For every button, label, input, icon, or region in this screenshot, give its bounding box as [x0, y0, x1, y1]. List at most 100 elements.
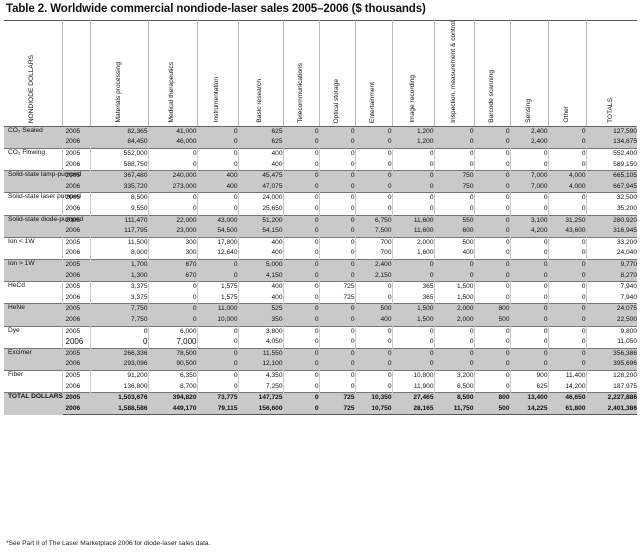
value-cell: 0: [510, 248, 549, 260]
total-cell: 127,590: [586, 125, 637, 138]
value-cell: 0: [392, 204, 435, 216]
value-cell: 0: [548, 248, 587, 260]
table-row: CO₂ Flowing 2005 552,000 0 0 400 0 0 0 0 0 0 0 0 552,4…: [4, 148, 637, 171]
value-cell: 0: [283, 281, 320, 293]
value-cell: 0: [510, 204, 549, 216]
year-cell: 2006: [62, 381, 91, 393]
value-cell: 0: [283, 236, 320, 249]
column-header: Image recording: [392, 20, 435, 127]
value-cell: 670: [148, 270, 198, 282]
value-cell: 0: [434, 325, 475, 338]
value-cell: 400: [238, 292, 284, 304]
value-cell: 0: [283, 369, 320, 382]
value-cell: 0: [548, 125, 587, 138]
value-cell: 0: [510, 159, 549, 171]
value-cell: 0: [197, 259, 239, 271]
value-cell: 625: [510, 381, 549, 393]
value-cell: 0: [319, 181, 356, 193]
value-cell: 82,365: [90, 125, 149, 138]
value-cell: 0: [510, 292, 549, 304]
value-cell: 0: [148, 292, 198, 304]
table-row: 2006 335,720 273,000 400 47,075 0 0 0 0 750 0 7,000…: [4, 181, 637, 193]
value-cell: 0: [283, 337, 320, 349]
value-cell: 6,000: [148, 325, 198, 338]
value-cell: 1,575: [197, 281, 239, 293]
value-cell: 0: [474, 337, 511, 349]
value-cell: 4,200: [510, 226, 549, 238]
value-cell: 1,500: [392, 303, 435, 315]
value-cell: 0: [319, 270, 356, 282]
value-cell: 4,000: [548, 181, 587, 193]
value-cell: 0: [319, 325, 356, 338]
value-cell: 0: [434, 259, 475, 271]
year-cell: 2005: [62, 392, 91, 404]
column-header-label: Other: [562, 106, 570, 123]
value-cell: 0: [474, 226, 511, 238]
value-cell: 0: [355, 347, 393, 360]
value-cell: 0: [355, 381, 393, 393]
column-header: Instrumentation: [197, 20, 239, 127]
value-cell: 0: [283, 204, 320, 216]
value-cell: 0: [474, 148, 511, 160]
total-cell: 11,050: [617, 338, 637, 346]
year-cell: 2006: [62, 226, 91, 238]
value-cell: 0: [474, 281, 511, 293]
value-cell: 0: [90, 325, 149, 338]
value-cell: 0: [548, 281, 587, 293]
value-cell: 0: [510, 192, 549, 205]
value-cell: 10,350: [355, 392, 393, 404]
value-cell: 0: [319, 248, 356, 260]
total-cell: 24,075: [586, 303, 637, 315]
column-header: TOTALS: [586, 20, 637, 127]
value-cell: 10,800: [392, 369, 435, 382]
value-cell: 0: [197, 159, 239, 171]
value-cell: 0: [392, 148, 435, 160]
value-cell: 11,750: [434, 403, 475, 416]
year-cell: 2006: [62, 292, 91, 304]
value-cell: 350: [238, 314, 284, 327]
value-cell: 54,150: [238, 226, 284, 238]
value-cell: 0: [283, 359, 320, 371]
value-cell: 266,336: [90, 347, 149, 360]
value-cell: 22,000: [148, 214, 198, 227]
year-cell: 2006: [62, 337, 91, 349]
value-cell: 1,500: [434, 281, 475, 293]
column-header: Medical therapeutics: [148, 20, 198, 127]
value-cell: 61,800: [548, 403, 587, 416]
value-cell: 0: [474, 159, 511, 171]
value-cell: 0: [510, 325, 549, 338]
value-cell: 500: [474, 314, 511, 327]
value-cell: 27,465: [392, 392, 435, 404]
value-cell: 700: [355, 236, 393, 249]
table-row: Dye 2005 0 6,000 0 3,800 0 0 0 0 0 0 0 0 9,800: [4, 325, 637, 349]
value-cell: 6,750: [355, 214, 393, 227]
value-cell: 0: [474, 204, 511, 216]
total-cell: 356,386: [586, 347, 637, 360]
value-cell: 0: [283, 148, 320, 160]
value-cell: 0: [355, 369, 393, 382]
value-cell: 0: [548, 159, 587, 171]
value-cell: 0: [474, 259, 511, 271]
value-cell: 0: [148, 148, 198, 160]
value-cell: 0: [434, 359, 475, 371]
value-cell: 0: [548, 325, 587, 338]
column-header: Materials processing: [90, 20, 149, 127]
value-cell: 300: [148, 236, 198, 249]
value-cell: 47,075: [238, 181, 284, 193]
value-cell: 0: [474, 192, 511, 205]
header-row: NONDIODE DOLLARS Materials processing Medi…: [4, 20, 637, 127]
table-row: Ion < 1W 2005 11,500 300 17,800 400 0 0 700 2,000…: [4, 236, 637, 260]
value-cell: 0: [197, 347, 239, 360]
total-cell: 33,200: [586, 236, 637, 249]
year-cell: 2005: [62, 148, 91, 160]
value-cell: 13,400: [510, 392, 549, 404]
value-cell: 1,500: [434, 292, 475, 304]
value-cell: 0: [434, 159, 475, 171]
year-cell: 2005: [62, 214, 91, 227]
value-cell: 0: [283, 325, 320, 338]
value-cell: 0: [283, 248, 320, 260]
value-cell: 400: [238, 236, 284, 249]
value-cell: 0: [283, 292, 320, 304]
value-cell: 3,200: [434, 369, 475, 382]
value-cell: 1,600: [392, 248, 435, 260]
